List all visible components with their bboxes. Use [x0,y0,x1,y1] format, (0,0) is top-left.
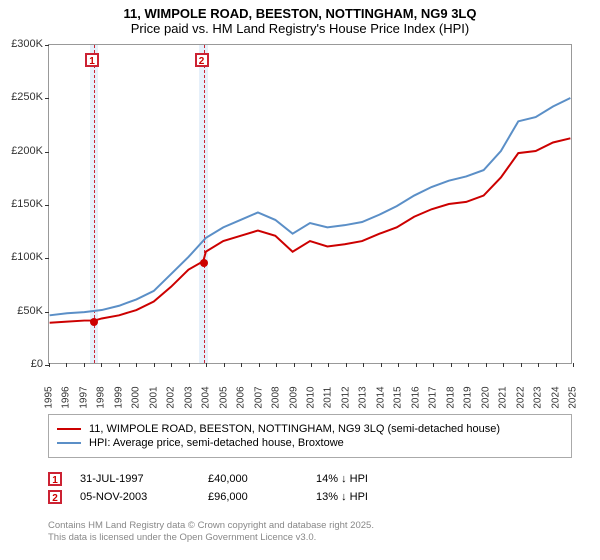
y-tick-label: £100K [1,251,43,263]
data-points-table: 1 31-JUL-1997 £40,000 14% ↓ HPI 2 05-NOV… [48,468,572,508]
x-tick-label: 2007 [253,383,264,413]
x-tick-label: 2016 [410,383,421,413]
legend-label-hpi: HPI: Average price, semi-detached house,… [89,437,344,449]
x-tick-label: 2023 [533,383,544,413]
y-tick-label: £300K [1,38,43,50]
footer-line2: This data is licensed under the Open Gov… [48,532,572,544]
x-tick-label: 2008 [271,383,282,413]
data-row-1: 1 31-JUL-1997 £40,000 14% ↓ HPI [48,472,572,486]
data-date-2: 05-NOV-2003 [80,491,190,503]
x-tick-label: 2004 [201,383,212,413]
y-tick-label: £0 [1,358,43,370]
x-tick-label: 2006 [236,383,247,413]
y-tick-label: £250K [1,91,43,103]
x-tick-label: 1997 [78,383,89,413]
x-tick-label: 2022 [515,383,526,413]
x-tick-label: 2012 [340,383,351,413]
legend-row-hpi: HPI: Average price, semi-detached house,… [57,437,563,449]
x-tick-label: 2019 [463,383,474,413]
chart-title: 11, WIMPOLE ROAD, BEESTON, NOTTINGHAM, N… [0,0,600,38]
chart-lines [49,45,571,363]
legend-label-price-paid: 11, WIMPOLE ROAD, BEESTON, NOTTINGHAM, N… [89,423,500,435]
x-tick-label: 2017 [428,383,439,413]
x-tick-label: 1996 [61,383,72,413]
data-price-1: £40,000 [208,473,298,485]
x-tick-label: 1995 [44,383,55,413]
x-tick-label: 2009 [288,383,299,413]
title-address: 11, WIMPOLE ROAD, BEESTON, NOTTINGHAM, N… [0,6,600,21]
y-tick-label: £150K [1,198,43,210]
legend-swatch-price-paid [57,428,81,430]
x-tick-label: 2018 [445,383,456,413]
chart-marker-2: 2 [195,53,209,67]
x-tick-label: 2020 [480,383,491,413]
x-tick-label: 2001 [148,383,159,413]
x-tick-label: 2015 [393,383,404,413]
data-delta-2: 13% ↓ HPI [316,491,368,503]
chart-plot-area: £0£50K£100K£150K£200K£250K£300K 19951996… [48,44,572,364]
x-tick-label: 1998 [96,383,107,413]
y-tick-label: £200K [1,145,43,157]
price-point-dot [200,259,208,267]
chart-marker-1: 1 [85,53,99,67]
x-tick-label: 2014 [375,383,386,413]
x-tick-label: 2024 [550,383,561,413]
legend-swatch-hpi [57,442,81,444]
x-tick-label: 1999 [113,383,124,413]
x-tick-label: 2013 [358,383,369,413]
x-tick-label: 2010 [306,383,317,413]
x-tick-label: 2025 [568,383,579,413]
y-tick-label: £50K [1,305,43,317]
data-marker-2: 2 [48,490,62,504]
footer-attribution: Contains HM Land Registry data © Crown c… [48,520,572,545]
footer-line1: Contains HM Land Registry data © Crown c… [48,520,572,532]
data-marker-1: 1 [48,472,62,486]
x-tick-label: 2021 [498,383,509,413]
legend: 11, WIMPOLE ROAD, BEESTON, NOTTINGHAM, N… [48,414,572,458]
x-tick-label: 2003 [183,383,194,413]
x-tick-label: 2011 [323,383,334,413]
x-tick-label: 2005 [218,383,229,413]
data-delta-1: 14% ↓ HPI [316,473,368,485]
data-price-2: £96,000 [208,491,298,503]
data-row-2: 2 05-NOV-2003 £96,000 13% ↓ HPI [48,490,572,504]
data-date-1: 31-JUL-1997 [80,473,190,485]
x-tick-label: 2002 [166,383,177,413]
title-subtitle: Price paid vs. HM Land Registry's House … [0,21,600,36]
x-tick-label: 2000 [131,383,142,413]
legend-row-price-paid: 11, WIMPOLE ROAD, BEESTON, NOTTINGHAM, N… [57,423,563,435]
